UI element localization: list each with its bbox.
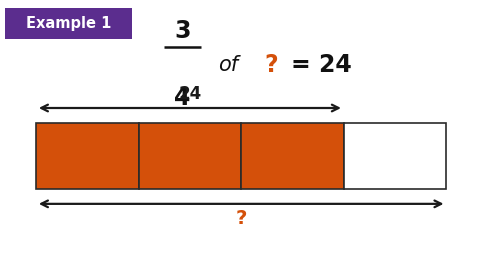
Text: 3: 3 <box>174 19 191 43</box>
Text: ?: ? <box>236 209 247 228</box>
Bar <box>5 8 132 39</box>
Text: of: of <box>218 55 238 75</box>
Text: = 24: = 24 <box>291 53 352 77</box>
Bar <box>139 123 241 189</box>
Bar <box>241 123 344 189</box>
Text: 24: 24 <box>178 85 202 103</box>
Bar <box>344 123 446 189</box>
Text: ?: ? <box>264 53 278 77</box>
Text: Example 1: Example 1 <box>26 16 111 31</box>
Bar <box>36 123 139 189</box>
Text: 4: 4 <box>174 86 191 110</box>
